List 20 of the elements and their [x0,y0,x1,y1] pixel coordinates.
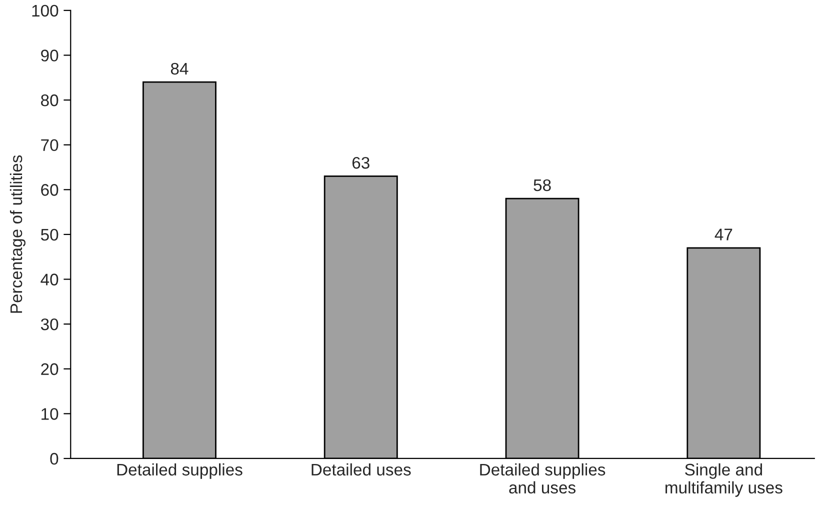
x-tick-label: Detailed supplies and uses [480,463,606,494]
x-tick-label: Detailed supplies [117,463,242,479]
y-tick-label: 100 [32,4,58,17]
y-tick-label: 10 [42,408,58,420]
y-tick-label: 80 [41,94,58,106]
data-label: 47 [714,228,732,240]
y-tick-label: 20 [41,363,58,376]
data-label: 63 [352,156,370,169]
x-tick-label: Single and multifamily uses [666,463,782,497]
data-label: 84 [170,62,188,75]
y-tick-label: 70 [41,139,58,152]
y-tick-label: 50 [40,228,58,241]
y-tick-label: 0 [50,452,58,465]
y-tick-label: 90 [41,50,58,62]
y-tick-label: 60 [41,184,58,196]
x-tick-label: Detailed uses [312,463,411,476]
y-tick-label: 40 [40,274,58,286]
data-label: 58 [534,179,551,192]
y-axis-title: Percentage of utilities [10,155,26,313]
y-tick-label: 30 [40,318,58,330]
